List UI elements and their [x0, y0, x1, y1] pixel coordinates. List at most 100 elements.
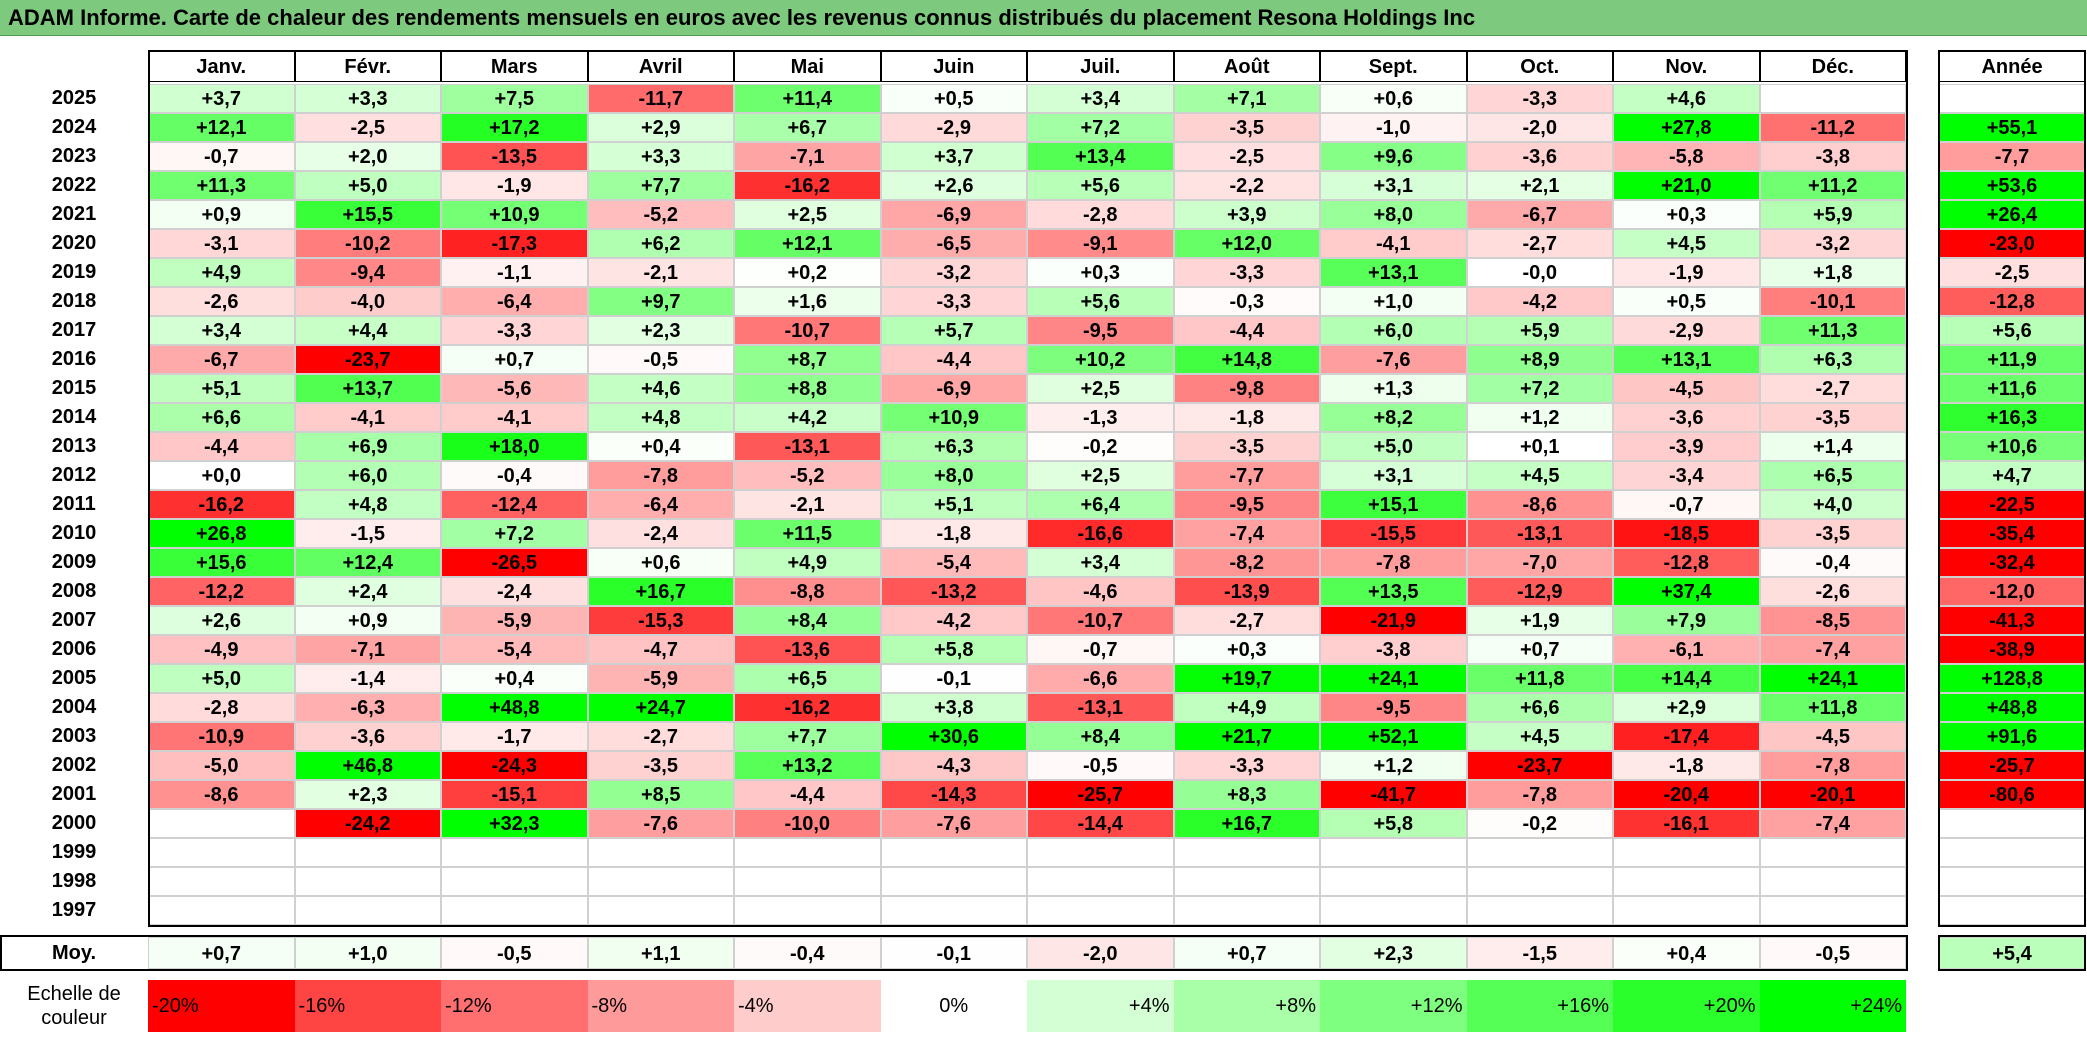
heat-cell: -1,5 — [294, 519, 441, 548]
heat-cell: +5,0 — [294, 171, 441, 200]
heat-cell: -13,5 — [441, 142, 588, 171]
heat-cell: +12,4 — [294, 548, 441, 577]
year-label: 2022 — [51, 174, 97, 196]
heat-cell: +1,3 — [1320, 374, 1467, 403]
year-label: 1997 — [51, 899, 97, 921]
heat-cell: +12,1 — [148, 113, 295, 142]
annual-cell: +48,8 — [1938, 693, 2086, 722]
heat-cell: -3,5 — [587, 751, 734, 780]
heat-cell: +5,8 — [880, 635, 1027, 664]
annual-cell: -38,9 — [1938, 635, 2086, 664]
heat-cell: +3,8 — [880, 693, 1027, 722]
heat-cell: -5,2 — [587, 200, 734, 229]
heat-cell: +17,2 — [441, 113, 588, 142]
month-header: Janv. — [148, 50, 295, 82]
heat-cell: -7,7 — [1173, 461, 1320, 490]
year-label: 2021 — [51, 203, 97, 225]
heat-cell: -2,7 — [587, 722, 734, 751]
heat-cell: -4,4 — [1173, 316, 1320, 345]
heat-cell: -3,6 — [1613, 403, 1760, 432]
heat-cell: -7,0 — [1466, 548, 1613, 577]
heat-cell: -5,9 — [587, 664, 734, 693]
heat-cell: -4,7 — [587, 635, 734, 664]
heat-cell: -1,3 — [1027, 403, 1174, 432]
heat-cell — [1320, 867, 1467, 896]
heat-cell: -11,7 — [587, 84, 734, 113]
heat-cell: +5,9 — [1759, 200, 1906, 229]
heat-cell: -9,8 — [1173, 374, 1320, 403]
month-header: Nov. — [1613, 50, 1760, 82]
heat-cell: +10,2 — [1027, 345, 1174, 374]
heat-cell: -3,4 — [1613, 461, 1760, 490]
heat-cell: -0,4 — [441, 461, 588, 490]
heat-cell: -6,9 — [880, 374, 1027, 403]
heat-cell: +2,5 — [734, 200, 881, 229]
heat-cell: -10,7 — [734, 316, 881, 345]
heat-cell — [294, 896, 441, 925]
heat-cell: -17,3 — [441, 229, 588, 258]
heat-cell: +18,0 — [441, 432, 588, 461]
month-header: Mars — [441, 50, 588, 82]
heat-cell: -0,2 — [1027, 432, 1174, 461]
heat-cell: +2,4 — [294, 577, 441, 606]
average-cell: +2,3 — [1320, 937, 1467, 969]
heat-cell: +9,6 — [1320, 142, 1467, 171]
heat-cell: -8,2 — [1173, 548, 1320, 577]
heat-cell: -2,5 — [1173, 142, 1320, 171]
average-annual-cell: +5,4 — [1938, 937, 2086, 969]
heat-cell: +46,8 — [294, 751, 441, 780]
heat-cell: -4,5 — [1759, 722, 1906, 751]
heat-cell: +1,9 — [1466, 606, 1613, 635]
heat-cell: -0,5 — [1027, 751, 1174, 780]
heat-cell: -13,1 — [1027, 693, 1174, 722]
heat-cell: -2,1 — [734, 490, 881, 519]
heat-cell: -41,7 — [1320, 780, 1467, 809]
year-label: 2003 — [51, 725, 97, 747]
heat-cell: -4,1 — [1320, 229, 1467, 258]
heat-cell: +3,1 — [1320, 171, 1467, 200]
heat-cell: -6,1 — [1613, 635, 1760, 664]
average-cell: -0,5 — [1759, 937, 1906, 969]
heat-cell: +7,2 — [1027, 113, 1174, 142]
month-header: Juil. — [1027, 50, 1174, 82]
heat-cell: -3,2 — [880, 258, 1027, 287]
color-scale-label: Echelle de couleur — [27, 983, 121, 1029]
heat-cell: -0,3 — [1173, 287, 1320, 316]
heat-cell: +1,2 — [1466, 403, 1613, 432]
heat-cell: +8,7 — [734, 345, 881, 374]
heat-cell: +8,4 — [1027, 722, 1174, 751]
heat-cell: +2,5 — [1027, 461, 1174, 490]
heat-cell: +16,7 — [587, 577, 734, 606]
heat-cell — [587, 838, 734, 867]
heat-cell: -14,3 — [880, 780, 1027, 809]
annual-cell: +4,7 — [1938, 461, 2086, 490]
heat-cell: -7,8 — [587, 461, 734, 490]
heat-cell: +4,0 — [1759, 490, 1906, 519]
month-header: Avril — [587, 50, 734, 82]
heat-cell: +14,8 — [1173, 345, 1320, 374]
heat-cell: +2,6 — [880, 171, 1027, 200]
heat-cell: +13,7 — [294, 374, 441, 403]
heat-cell: -16,2 — [734, 693, 881, 722]
month-header: Sept. — [1320, 50, 1467, 82]
heat-cell: +12,1 — [734, 229, 881, 258]
heat-cell: -9,5 — [1173, 490, 1320, 519]
month-header: Mai — [734, 50, 881, 82]
year-label: 2025 — [51, 87, 97, 109]
annual-cell: +91,6 — [1938, 722, 2086, 751]
color-scale-swatch: +16% — [1466, 980, 1613, 1032]
heat-cell: -2,1 — [587, 258, 734, 287]
heat-cell: -1,4 — [294, 664, 441, 693]
heat-cell: -3,5 — [1173, 432, 1320, 461]
year-label: 1999 — [51, 841, 97, 863]
heat-cell — [734, 867, 881, 896]
color-scale-swatch: -16% — [294, 980, 441, 1032]
heat-cell: +32,3 — [441, 809, 588, 838]
heat-cell: -4,4 — [734, 780, 881, 809]
heat-cell: +6,0 — [294, 461, 441, 490]
heat-cell — [1759, 838, 1906, 867]
heat-cell — [294, 838, 441, 867]
year-label: 2013 — [51, 435, 97, 457]
heat-cell: -4,6 — [1027, 577, 1174, 606]
heat-cell: +0,3 — [1173, 635, 1320, 664]
